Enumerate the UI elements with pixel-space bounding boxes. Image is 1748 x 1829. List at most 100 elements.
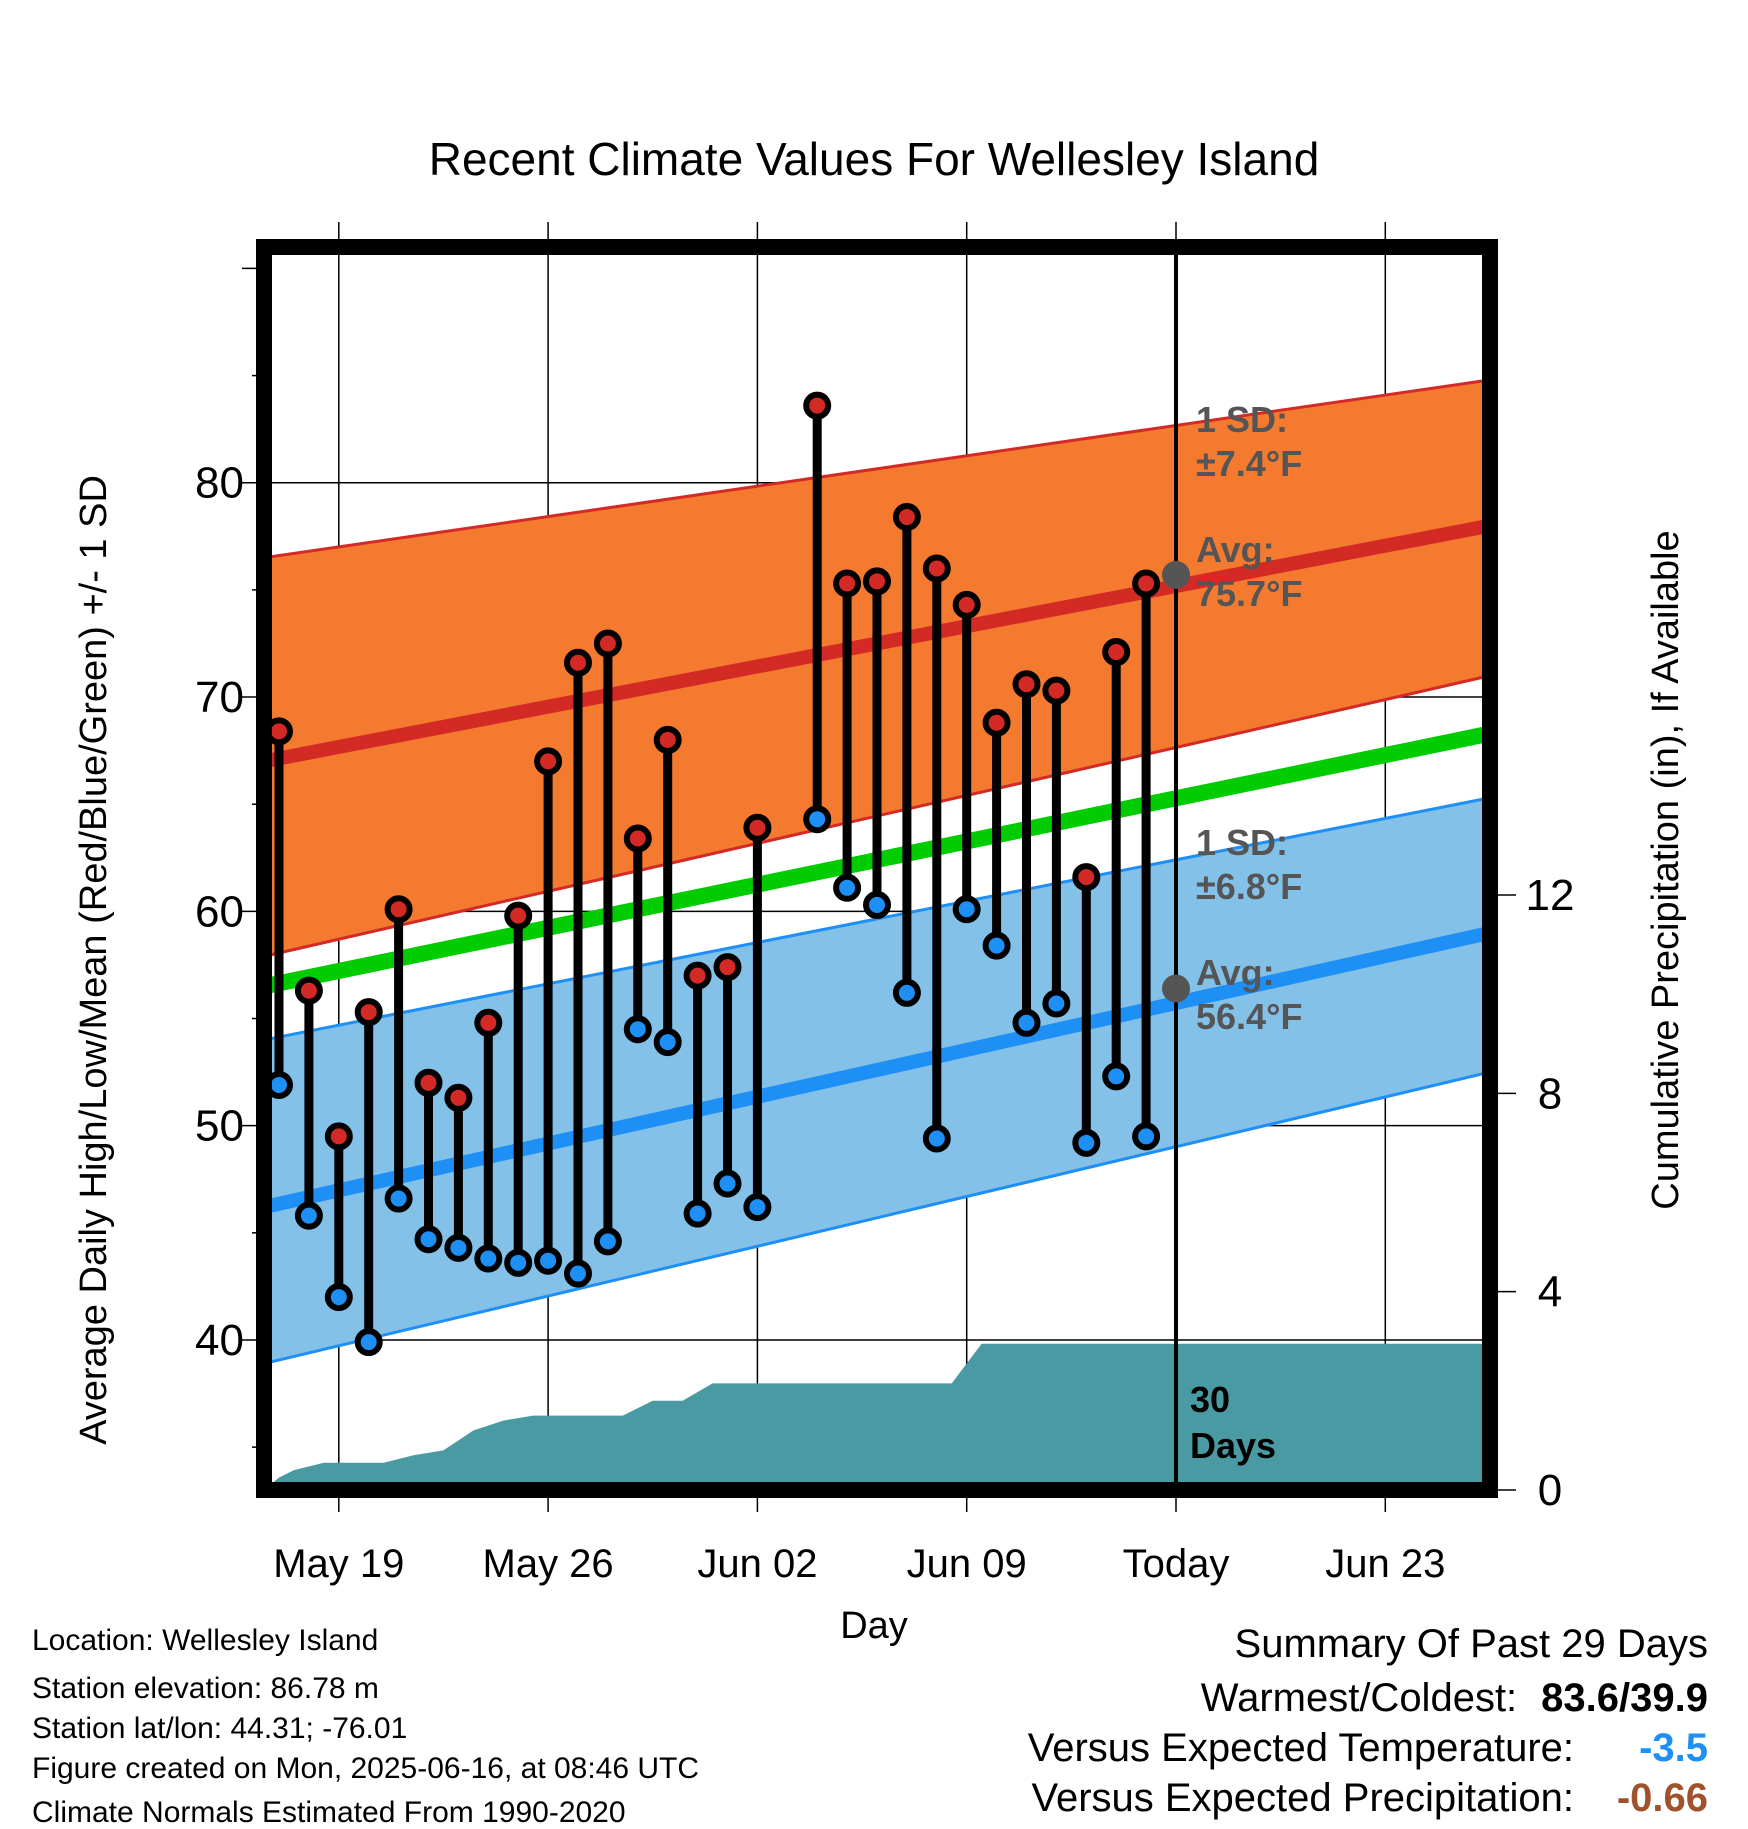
low-point [892,978,921,1007]
summary-title: Summary Of Past 29 Days [1234,1622,1708,1666]
days-label: Days [1190,1425,1276,1466]
chart-title: Recent Climate Values For Wellesley Isla… [429,133,1320,185]
low-point [833,873,862,902]
high-point [1042,676,1071,705]
summary-warm-cold: Warmest/Coldest: 83.6/39.9 [1201,1676,1708,1721]
high-point [683,961,712,990]
temp-label: Versus Expected Temperature: [1027,1726,1574,1770]
low-point [743,1193,772,1222]
high-point [564,648,592,677]
low-point [1072,1128,1101,1157]
x-tick-label: Jun 09 [907,1542,1027,1586]
high-point [474,1008,503,1037]
high-point [833,569,862,598]
today-avg-low-marker [1162,974,1190,1003]
high-point [743,813,772,842]
low-sd-band [264,797,1490,1364]
high-point [1102,638,1131,667]
high-point [922,554,951,583]
y-tick-label: 70 [195,673,244,722]
high-avg-value: 75.7°F [1196,573,1302,614]
x-tick-label: Today [1123,1542,1230,1586]
high-point [653,725,682,754]
low-point [653,1028,682,1057]
low-point [504,1248,533,1277]
low-point [803,805,832,834]
y2-tick-label: 12 [1526,871,1575,920]
info-normals: Climate Normals Estimated From 1990-2020 [32,1796,626,1829]
y2-tick-label: 8 [1538,1069,1562,1118]
y-tick-label: 80 [195,459,244,508]
high-point [1012,670,1041,699]
precipitation-area [264,1343,1490,1490]
low-point [863,890,891,919]
warm-cold-value: 83.6/39.9 [1541,1676,1708,1720]
low-point [982,931,1011,960]
plot-frame [256,239,1498,1498]
info-created: Figure created on Mon, 2025-06-16, at 08… [32,1752,700,1785]
low-point [354,1328,383,1357]
high-point [1072,863,1101,892]
high-point [593,629,622,658]
high-sd-upper-line [263,378,1491,560]
warm-cold-label: Warmest/Coldest: [1200,1676,1518,1720]
precip-label: Versus Expected Precipitation: [1031,1776,1574,1820]
low-point [474,1244,503,1273]
high-point [414,1068,443,1097]
low-point [414,1225,443,1254]
low-point [683,1199,712,1228]
summary-precipitation: Versus Expected Precipitation: -0.66 [1031,1776,1708,1821]
high-point [354,998,383,1027]
high-point [803,391,832,420]
x-tick-label: May 26 [483,1542,614,1586]
high-point [294,976,323,1005]
high-point [623,824,652,853]
high-point [952,590,981,619]
x-axis-label: Day [840,1605,908,1647]
high-point [892,503,921,532]
precip-value: -0.66 [1616,1776,1708,1820]
low-sd-label: 1 SD: [1196,822,1288,863]
low-point [564,1259,592,1288]
high-point [1132,569,1161,598]
info-latlon: Station lat/lon: 44.31; -76.01 [32,1712,408,1745]
high-point [982,708,1011,737]
low-point [324,1283,353,1312]
y-axis-label: Average Daily High/Low/Mean (Red/Blue/Gr… [73,475,115,1445]
x-tick-label: May 19 [273,1542,404,1586]
low-sd-lower-line [263,1070,1491,1366]
high-point [504,901,533,930]
x-tick-label: Jun 02 [697,1542,817,1586]
high-point [863,567,891,596]
low-point [623,1015,652,1044]
y-tick-label: 60 [195,887,244,936]
high-avg-label: Avg: [1196,529,1275,570]
y-tick-label: 40 [195,1316,244,1365]
low-avg-label: Avg: [1196,952,1275,993]
low-sd-value: ±6.8°F [1196,866,1302,907]
low-point [534,1246,563,1275]
info-elevation: Station elevation: 86.78 m [32,1672,379,1705]
low-point [593,1227,622,1256]
low-avg-value: 56.4°F [1196,996,1302,1037]
avg-low-line [262,925,1492,1214]
y2-tick-label: 4 [1538,1268,1562,1317]
low-point [1102,1062,1131,1091]
temp-value: -3.5 [1639,1726,1708,1770]
low-point [1132,1122,1161,1151]
low-point [952,895,981,924]
x-tick-label: Jun 23 [1325,1542,1445,1586]
summary-temperature: Versus Expected Temperature: -3.5 [1028,1726,1708,1771]
high-point [384,895,413,924]
low-point [713,1169,742,1198]
today-avg-high-marker [1162,560,1190,589]
high-sd-label: 1 SD: [1196,399,1288,440]
low-point [1012,1008,1041,1037]
info-location: Location: Wellesley Island [32,1624,379,1657]
y2-tick-label: 0 [1538,1466,1562,1515]
low-point [444,1233,473,1262]
high-point [534,747,563,776]
low-point [294,1201,323,1230]
